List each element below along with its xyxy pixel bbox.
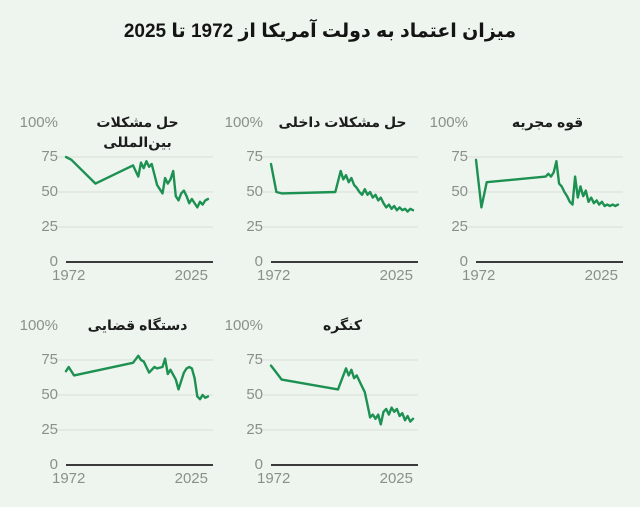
y-axis-top-label: 100%: [19, 317, 58, 334]
y-tick-25: 25: [246, 421, 263, 438]
x-tick-end: 2025: [584, 267, 618, 284]
y-tick-50: 50: [246, 183, 263, 200]
x-tick-end: 2025: [379, 470, 413, 487]
y-tick-50: 50: [41, 183, 58, 200]
y-tick-75: 75: [41, 351, 58, 368]
y-axis-top-label: 100%: [224, 114, 263, 131]
x-tick-end: 2025: [379, 267, 413, 284]
y-tick-75: 75: [246, 148, 263, 165]
y-tick-25: 25: [246, 218, 263, 235]
chart-title: دستگاه قضایی: [87, 317, 188, 333]
x-tick-end: 2025: [174, 470, 208, 487]
trend-line: [474, 158, 620, 209]
chart-executive-branch: 100% قوه مجریه 75 50 25 0 1972 2025: [420, 108, 623, 290]
x-tick-start: 1972: [462, 267, 496, 284]
x-tick-start: 1972: [257, 267, 291, 284]
chart-title: حل مشکلات بین‌المللی: [96, 114, 179, 150]
line-plot: [58, 155, 213, 263]
chart-title: کنگره: [323, 317, 362, 333]
chart-international-problems: 100% حل مشکلات بین‌المللی 75 50 25 0 197…: [10, 108, 213, 290]
line-plot: [263, 156, 418, 263]
y-tick-75: 75: [451, 148, 468, 165]
chart-congress: 100% کنگره 75 50 25 0 1972 2025: [215, 311, 418, 493]
y-tick-25: 25: [451, 218, 468, 235]
y-axis-top-label: 100%: [429, 114, 468, 131]
line-plot: [263, 359, 418, 466]
y-axis-top-label: 100%: [19, 114, 58, 131]
y-tick-75: 75: [246, 351, 263, 368]
page-title: میزان اعتماد به دولت آمریکا از 1972 تا 2…: [123, 21, 517, 42]
trend-line: [64, 354, 210, 401]
y-tick-75: 75: [41, 148, 58, 165]
chart-judicial-branch: 100% دستگاه قضایی 75 50 25 0 1972 2025: [10, 311, 213, 493]
chart-domestic-problems: 100% حل مشکلات داخلی 75 50 25 0 1972 202…: [215, 108, 418, 290]
line-plot: [468, 156, 623, 263]
x-tick-start: 1972: [52, 470, 86, 487]
trend-line: [64, 155, 210, 209]
line-plot: [58, 354, 213, 466]
y-tick-0: 0: [254, 253, 263, 270]
chart-title: قوه مجریه: [511, 114, 584, 130]
trend-line: [269, 364, 415, 426]
chart-title: حل مشکلات داخلی: [278, 114, 407, 130]
y-tick-0: 0: [49, 253, 58, 270]
y-tick-50: 50: [246, 386, 263, 403]
x-tick-end: 2025: [174, 267, 208, 284]
y-tick-0: 0: [49, 456, 58, 473]
y-axis-top-label: 100%: [224, 317, 263, 334]
y-tick-25: 25: [41, 218, 58, 235]
y-tick-50: 50: [451, 183, 468, 200]
y-tick-0: 0: [254, 456, 263, 473]
trend-line: [269, 162, 415, 213]
y-tick-25: 25: [41, 421, 58, 438]
y-tick-0: 0: [459, 253, 468, 270]
x-tick-start: 1972: [257, 470, 291, 487]
x-tick-start: 1972: [52, 267, 86, 284]
y-tick-50: 50: [41, 386, 58, 403]
